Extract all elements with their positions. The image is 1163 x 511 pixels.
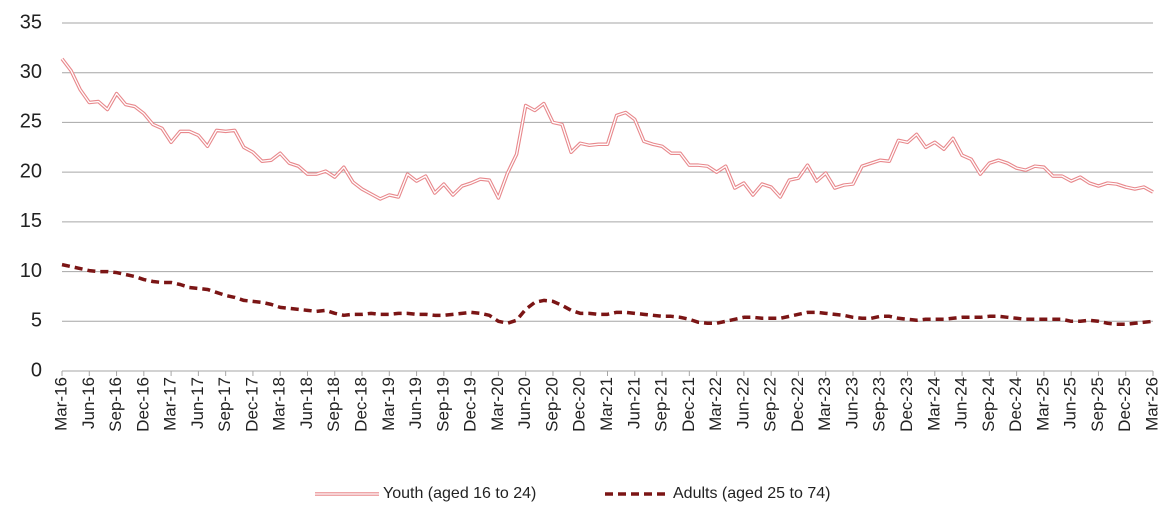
x-tick-label: Mar-23 xyxy=(815,377,834,431)
x-tick-label: Jun-18 xyxy=(297,377,316,429)
x-tick-label: Sep-23 xyxy=(870,377,889,432)
x-tick-label: Mar-19 xyxy=(379,377,398,431)
x-tick-label: Dec-23 xyxy=(897,377,916,432)
x-tick-label: Dec-21 xyxy=(679,377,698,432)
x-tick-label: Dec-24 xyxy=(1006,377,1025,432)
y-tick-label: 15 xyxy=(20,210,42,232)
y-tick-label: 0 xyxy=(31,359,42,381)
x-tick-label: Sep-22 xyxy=(761,377,780,432)
x-tick-label: Jun-25 xyxy=(1061,377,1080,429)
x-tick-label: Sep-21 xyxy=(652,377,671,432)
y-tick-label: 5 xyxy=(31,310,42,332)
x-tick-label: Jun-23 xyxy=(842,377,861,429)
y-tick-label: 35 xyxy=(20,11,42,33)
x-tick-label: Jun-19 xyxy=(406,377,425,429)
legend-label: Youth (aged 16 to 24) xyxy=(383,485,536,502)
x-tick-label: Sep-19 xyxy=(433,377,452,432)
x-tick-label: Mar-20 xyxy=(488,377,507,431)
x-tick-label: Mar-17 xyxy=(161,377,180,431)
line xyxy=(61,262,1154,327)
y-tick-label: 30 xyxy=(20,61,42,83)
x-tick-label: Mar-22 xyxy=(706,377,725,431)
x-tick-label: Dec-17 xyxy=(242,377,261,432)
x-tick-label: Sep-25 xyxy=(1088,377,1107,432)
x-tick-label: Jun-16 xyxy=(79,377,98,429)
x-tick-label: Jun-21 xyxy=(624,377,643,429)
x-tick-label: Mar-18 xyxy=(270,377,289,431)
y-tick-label: 25 xyxy=(20,111,42,133)
x-tick-label: Mar-26 xyxy=(1142,377,1161,431)
y-tick-label: 10 xyxy=(20,260,42,282)
x-tick-label: Dec-18 xyxy=(352,377,371,432)
x-tick-label: Mar-16 xyxy=(51,377,70,431)
x-tick-label: Sep-24 xyxy=(979,377,998,432)
x-tick-label: Dec-20 xyxy=(570,377,589,432)
x-tick-label: Dec-22 xyxy=(788,377,807,432)
x-tick-label: Sep-18 xyxy=(324,377,343,432)
legend-label: Adults (aged 25 to 74) xyxy=(673,485,830,502)
x-tick-label: Dec-19 xyxy=(461,377,480,432)
x-tick-label: Mar-24 xyxy=(924,377,943,431)
x-tick-label: Sep-20 xyxy=(542,377,561,432)
x-tick-label: Mar-21 xyxy=(597,377,616,431)
x-tick-label: Dec-16 xyxy=(133,377,152,432)
x-tick-label: Jun-17 xyxy=(188,377,207,429)
x-tick-label: Jun-20 xyxy=(515,377,534,429)
line xyxy=(60,57,1154,201)
y-tick-label: 20 xyxy=(20,160,42,182)
x-tick-label: Sep-17 xyxy=(215,377,234,432)
x-tick-label: Sep-16 xyxy=(106,377,125,432)
x-tick-label: Jun-24 xyxy=(952,377,971,429)
line-inner xyxy=(61,58,1154,200)
x-tick-label: Dec-25 xyxy=(1115,377,1134,432)
x-tick-label: Jun-22 xyxy=(733,377,752,429)
x-tick-label: Mar-25 xyxy=(1033,377,1052,431)
